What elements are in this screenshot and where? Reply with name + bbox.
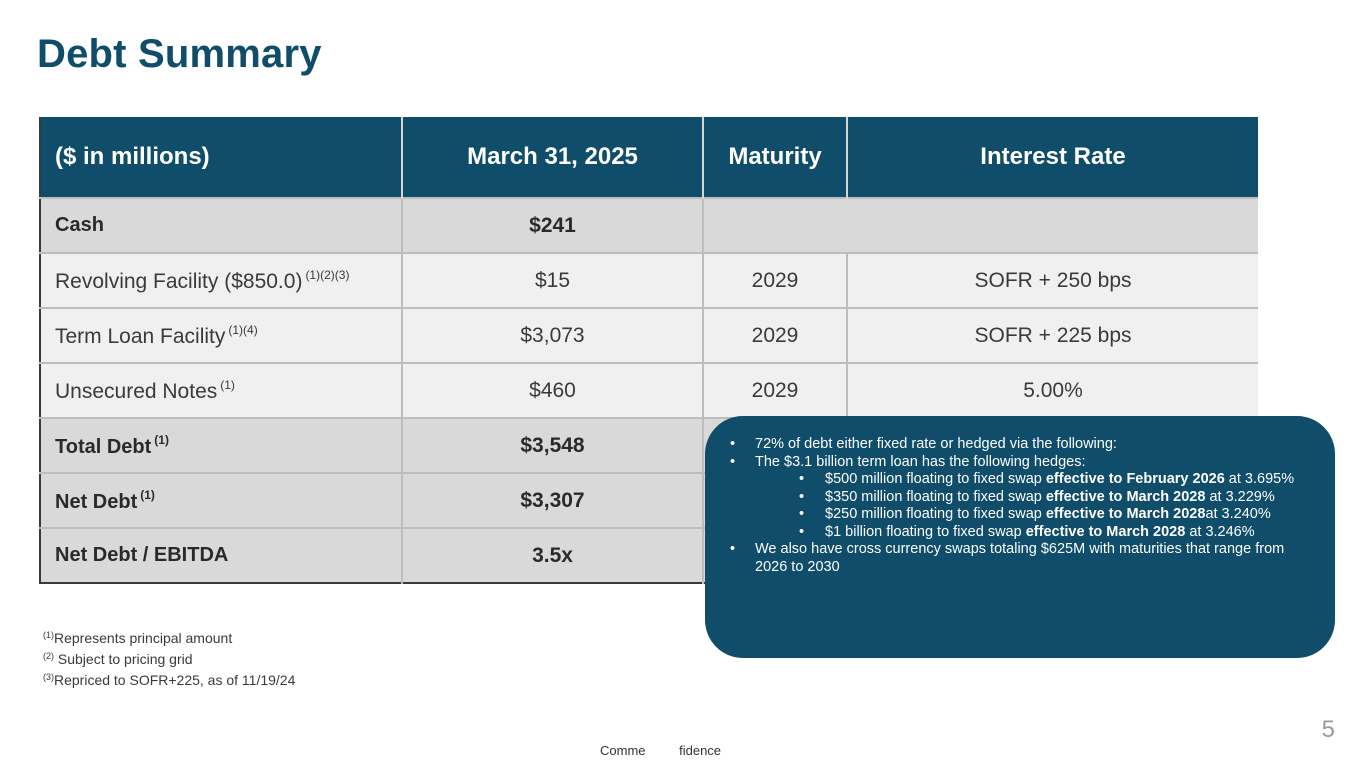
hedge-item: $350 million floating to fixed swap effe…	[727, 489, 1307, 507]
row-label: Net Debt (1)	[40, 472, 403, 528]
footnote-ref: (1)	[154, 432, 169, 447]
row-label: Net Debt / EBITDA	[40, 527, 403, 583]
rate-cell: SOFR + 250 bps	[847, 252, 1258, 308]
row-label: Unsecured Notes (1)	[40, 362, 403, 418]
footnote-ref: (1)(4)	[228, 322, 258, 337]
footnote: (3)Repriced to SOFR+225, as of 11/19/24	[43, 672, 296, 688]
rate-cell: 5.00%	[847, 362, 1258, 418]
footnote: (2) Subject to pricing grid	[43, 651, 193, 667]
table-row: Cash $241	[40, 197, 1258, 253]
row-label: Total Debt (1)	[40, 417, 403, 473]
footnote-ref: (1)	[220, 377, 235, 392]
debt-summary-table: ($ in millions) March 31, 2025 Maturity …	[39, 117, 1258, 584]
table-header-row: ($ in millions) March 31, 2025 Maturity …	[40, 117, 1258, 198]
column-header: March 31, 2025	[402, 117, 704, 198]
amount-cell: $3,548	[402, 417, 704, 473]
amount-cell: $3,073	[402, 307, 704, 363]
callout-bullet: 72% of debt either fixed rate or hedged …	[727, 436, 1307, 454]
column-header: Maturity	[703, 117, 848, 198]
empty-cell	[703, 197, 1258, 253]
footnote: (1)Represents principal amount	[43, 630, 233, 646]
amount-cell: $3,307	[402, 472, 704, 528]
rate-cell: SOFR + 225 bps	[847, 307, 1258, 363]
hedge-item: $1 billion floating to fixed swap effect…	[727, 524, 1307, 542]
callout-bullet: The $3.1 billion term loan has the follo…	[727, 454, 1307, 472]
hedge-item: $250 million floating to fixed swap effe…	[727, 506, 1307, 524]
maturity-cell: 2029	[703, 252, 848, 308]
table-row: Revolving Facility ($850.0) (1)(2)(3) $15…	[40, 252, 1258, 308]
amount-cell: $15	[402, 252, 704, 308]
hedge-item: $500 million floating to fixed swap effe…	[727, 471, 1307, 489]
confidentiality-label: Comme fidence	[600, 743, 722, 756]
row-label: Revolving Facility ($850.0) (1)(2)(3)	[40, 252, 403, 308]
amount-cell: $241	[402, 197, 704, 253]
page-number: 5	[1321, 716, 1335, 743]
row-label: Term Loan Facility (1)(4)	[40, 307, 403, 363]
footnotes: (1)Represents principal amount (2) Subje…	[43, 626, 295, 689]
table-row: Unsecured Notes (1) $460 2029 5.00%	[40, 362, 1258, 418]
footnote-ref: (1)(2)(3)	[305, 267, 350, 282]
page-title: Debt Summary	[37, 32, 322, 76]
table-row: Term Loan Facility (1)(4) $3,073 2029 SOF…	[40, 307, 1258, 363]
maturity-cell: 2029	[703, 362, 848, 418]
maturity-cell: 2029	[703, 307, 848, 363]
callout-bullet: We also have cross currency swaps totali…	[727, 541, 1307, 576]
column-header: Interest Rate	[847, 117, 1258, 198]
amount-cell: 3.5x	[402, 527, 704, 583]
amount-cell: $460	[402, 362, 704, 418]
hedging-callout: 72% of debt either fixed rate or hedged …	[705, 416, 1335, 658]
row-label: Cash	[40, 197, 403, 253]
footnote-ref: (1)	[140, 487, 155, 502]
column-header: ($ in millions)	[40, 117, 403, 198]
